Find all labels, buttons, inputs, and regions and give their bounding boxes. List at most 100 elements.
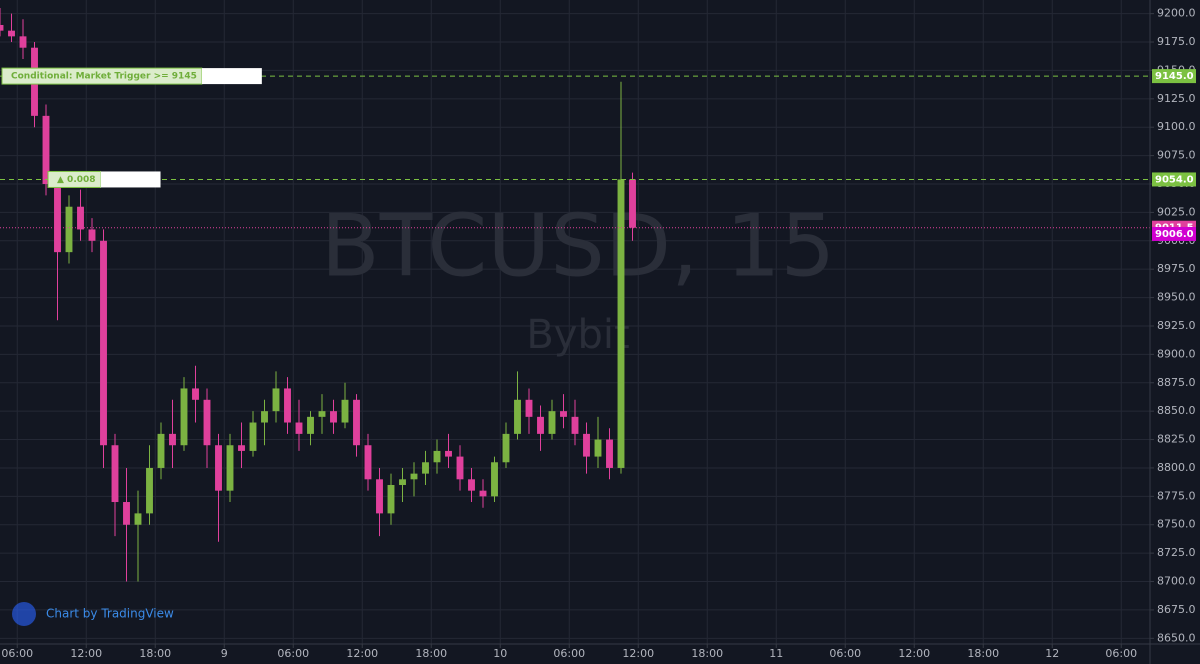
- candle-body: [629, 179, 636, 228]
- x-tick-label: 10: [493, 647, 507, 660]
- x-tick-label: 11: [769, 647, 783, 660]
- y-tick-label: 9075.0: [1157, 149, 1196, 162]
- y-tick-label: 8950.0: [1157, 291, 1196, 304]
- order-qty-box: [100, 171, 161, 188]
- candle-body: [157, 433, 165, 468]
- candle-body: [261, 411, 268, 423]
- x-tick-label: 9: [221, 647, 228, 660]
- x-tick-label: 12:00: [898, 647, 930, 660]
- y-tick-label: 8850.0: [1157, 404, 1196, 417]
- y-tick-label: 8750.0: [1157, 518, 1196, 531]
- candle-body: [364, 445, 372, 480]
- x-tick-label: 12:00: [70, 647, 102, 660]
- candle-body: [479, 490, 487, 497]
- candle-body: [307, 416, 314, 434]
- candle-body: [560, 411, 567, 417]
- y-tick-label: 9125.0: [1157, 92, 1196, 105]
- watermark-sub: Bybit: [526, 312, 629, 358]
- y-tick-label: 8925.0: [1157, 319, 1196, 332]
- x-tick-label: 06:00: [277, 647, 309, 660]
- candle-body: [376, 479, 383, 514]
- x-tick-label: 12:00: [346, 647, 378, 660]
- candle-body: [583, 433, 590, 457]
- candle-body: [42, 115, 50, 184]
- candle-body: [399, 479, 406, 485]
- price-label: 9006.0: [1155, 229, 1194, 240]
- candle-body: [215, 445, 222, 491]
- candle-body: [422, 462, 429, 474]
- candle-body: [111, 445, 119, 503]
- candle-body: [272, 388, 280, 412]
- branding[interactable]: Chart by TradingView: [46, 607, 174, 621]
- candle-body: [514, 399, 521, 434]
- x-tick-label: 06:00: [1105, 647, 1137, 660]
- candle-body: [537, 416, 544, 434]
- x-tick-label: 18:00: [139, 647, 171, 660]
- price-label: 9054.0: [1155, 174, 1194, 185]
- y-tick-label: 8775.0: [1157, 489, 1196, 502]
- price-label-box: [1152, 226, 1196, 241]
- candle-body: [100, 240, 107, 446]
- grid: [0, 0, 1150, 644]
- candle-body: [571, 416, 579, 434]
- candle-body: [330, 411, 337, 423]
- candle-body: [54, 184, 61, 253]
- x-tick-label: 06:00: [553, 647, 585, 660]
- y-tick-label: 8800.0: [1157, 461, 1196, 474]
- x-tick-label: 06:00: [829, 647, 861, 660]
- candle-body: [88, 229, 96, 241]
- candle-body: [19, 36, 27, 48]
- candle-body: [8, 30, 15, 37]
- candle-body: [0, 24, 4, 31]
- price-label-box: [1152, 69, 1196, 84]
- price-label: 9145.0: [1155, 71, 1194, 82]
- candle-body: [606, 439, 613, 468]
- candle-body: [594, 439, 602, 457]
- y-tick-label: 8725.0: [1157, 546, 1196, 559]
- y-tick-label: 9100.0: [1157, 120, 1196, 133]
- x-tick-label: 18:00: [691, 647, 723, 660]
- price-label-box: [1152, 172, 1196, 187]
- y-tick-label: 8900.0: [1157, 347, 1196, 360]
- y-tick-label: 8650.0: [1157, 631, 1196, 644]
- candle-body: [410, 473, 418, 480]
- x-tick-label: 18:00: [415, 647, 447, 660]
- axes: 8650.0 8675.0 8700.0 8725.0 8750.0 8775.0 8800…: [1, 7, 1196, 660]
- candle-body: [491, 462, 498, 497]
- order-qty-box: [201, 68, 262, 85]
- watermark: BTCUSD, 15: [321, 196, 835, 296]
- candle-body: [146, 467, 153, 514]
- y-tick-label: 8975.0: [1157, 262, 1196, 275]
- candle-body: [502, 433, 510, 463]
- candle-body: [77, 206, 84, 230]
- y-tick-label: 9175.0: [1157, 35, 1196, 48]
- candle-body: [284, 388, 291, 423]
- x-tick-label: 18:00: [967, 647, 999, 660]
- candle-body: [65, 206, 73, 253]
- plot: Conditional: Market Trigger >= 9145 ▲ 0.0…: [0, 7, 1150, 582]
- y-tick-label: 8700.0: [1157, 575, 1196, 588]
- candle-body: [433, 450, 441, 463]
- y-tick-label: 8825.0: [1157, 433, 1196, 446]
- candle-body: [295, 422, 303, 434]
- y-tick-label: 9200.0: [1157, 7, 1196, 20]
- candle-body: [238, 445, 245, 451]
- candle-body: [134, 513, 142, 525]
- x-tick-label: 12: [1045, 647, 1059, 660]
- candle-body: [548, 411, 556, 434]
- candle-body: [456, 456, 464, 480]
- candle-body: [203, 399, 211, 446]
- x-tick-label: 12:00: [622, 647, 654, 660]
- candle-body: [123, 502, 130, 525]
- candle-body: [169, 433, 176, 446]
- candle-body: [445, 450, 452, 457]
- candle-body: [192, 388, 199, 400]
- candle-body: [226, 445, 234, 491]
- candle-body: [353, 399, 360, 446]
- candle-body: [249, 422, 257, 451]
- order-label: Conditional: Market Trigger >= 9145: [11, 72, 197, 82]
- y-tick-label: 9025.0: [1157, 205, 1196, 218]
- candle-body: [341, 399, 349, 423]
- y-tick-label: 8675.0: [1157, 603, 1196, 616]
